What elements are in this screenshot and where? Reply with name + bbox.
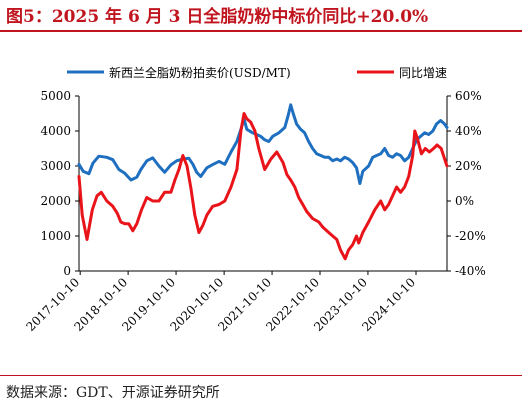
legend-label-yoy: 同比增速 (399, 66, 447, 80)
right-tick-label: 40% (455, 124, 482, 138)
left-tick-label: 2000 (40, 194, 71, 208)
right-tick-label: 20% (455, 159, 482, 173)
source-rule (0, 375, 522, 376)
legend: 新西兰全脂奶粉拍卖价(USD/MT) 同比增速 (67, 65, 447, 80)
left-tick-label: 4000 (40, 124, 71, 138)
right-tick-label: -20% (455, 229, 486, 243)
right-tick-label: 0% (455, 194, 474, 208)
title-rule (0, 30, 522, 32)
legend-label-price: 新西兰全脂奶粉拍卖价(USD/MT) (109, 65, 291, 80)
left-tick-label: 3000 (40, 159, 71, 173)
left-tick-label: 0 (63, 264, 71, 278)
right-tick-label: -40% (455, 264, 486, 278)
left-tick-label: 1000 (40, 229, 71, 243)
series-line-price (77, 103, 449, 185)
plot-area (77, 103, 449, 261)
series-line-yoy (77, 112, 449, 261)
figure-title: 图5：2025 年 6 月 3 日全脂奶粉中标价同比+20.0% (6, 7, 429, 27)
left-tick-label: 5000 (40, 89, 71, 103)
right-tick-label: 60% (455, 89, 482, 103)
source-note: 数据来源：GDT、开源证券研究所 (6, 385, 220, 401)
